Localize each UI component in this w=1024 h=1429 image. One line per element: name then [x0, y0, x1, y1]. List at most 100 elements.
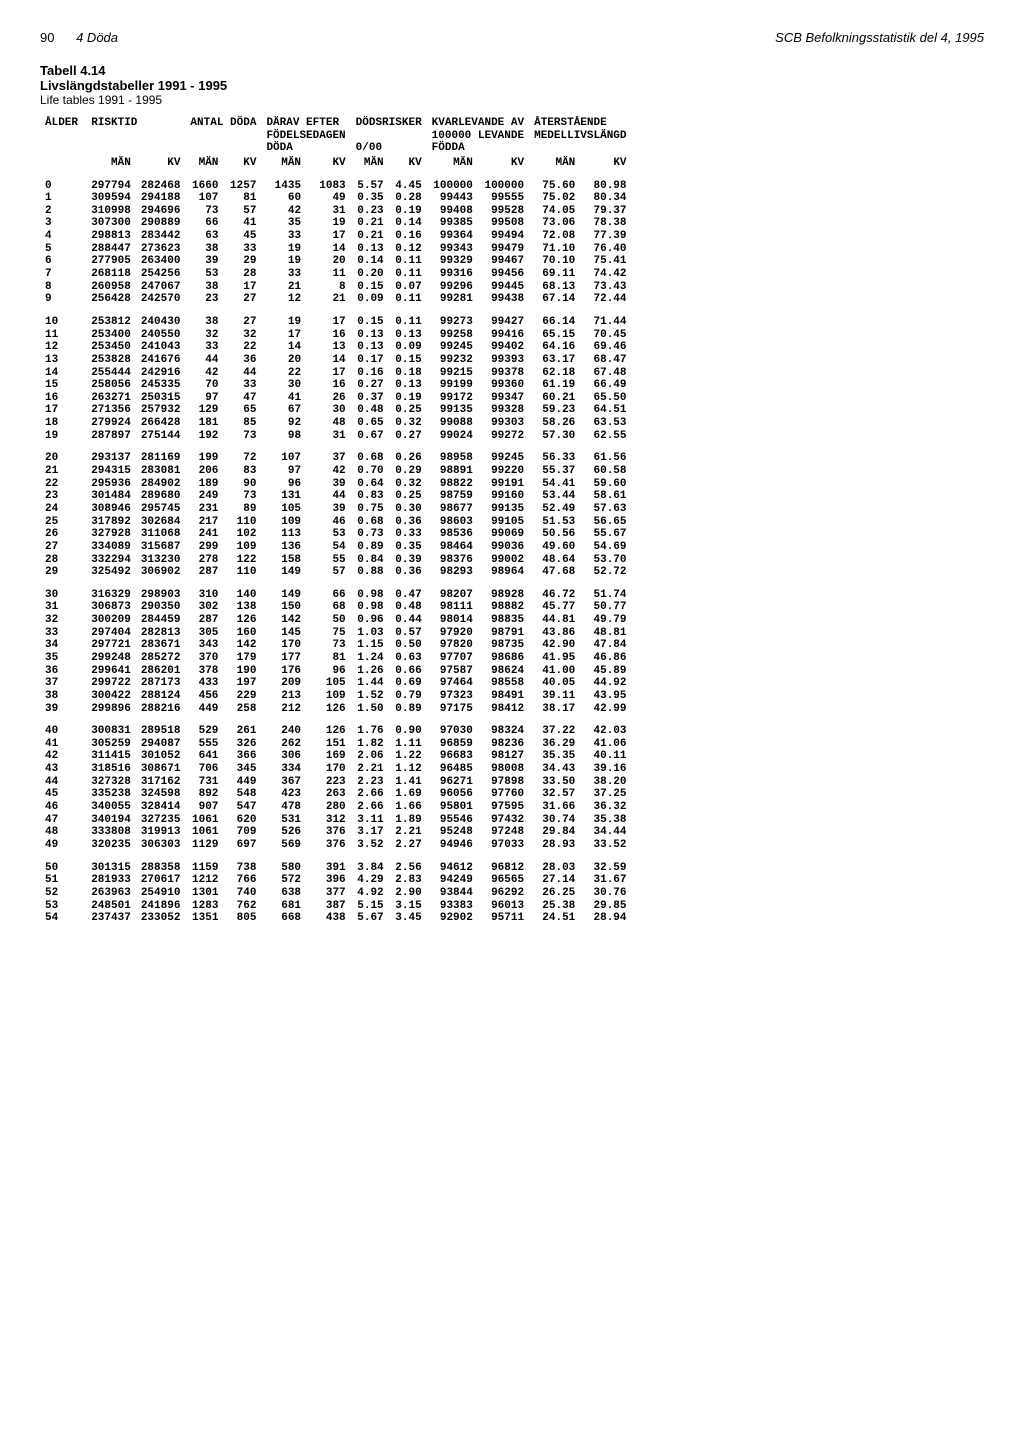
value-cell: 98964: [478, 566, 529, 579]
value-cell: 98324: [478, 715, 529, 738]
value-cell: 11: [306, 268, 351, 281]
value-cell: 14: [306, 354, 351, 367]
value-cell: 24.51: [529, 912, 580, 925]
age-cell: 11: [40, 329, 86, 342]
value-cell: 158: [261, 554, 306, 567]
value-cell: 0.89: [389, 703, 427, 716]
age-cell: 18: [40, 417, 86, 430]
value-cell: 253828: [86, 354, 136, 367]
value-cell: 0.13: [351, 341, 389, 354]
value-cell: 39: [306, 503, 351, 516]
age-cell: 50: [40, 852, 86, 875]
col-group-header: DÖDSRISKER 0/00: [351, 117, 427, 157]
value-cell: 271356: [86, 404, 136, 417]
table-row: 5288447273623383319140.130.1299343994797…: [40, 243, 632, 256]
value-cell: 68.47: [580, 354, 631, 367]
value-cell: 0.09: [351, 293, 389, 306]
value-cell: 287897: [86, 430, 136, 443]
value-cell: 98111: [427, 601, 478, 614]
value-cell: 0.15: [389, 354, 427, 367]
value-cell: 260958: [86, 281, 136, 294]
value-cell: 95801: [427, 801, 478, 814]
value-cell: 73: [223, 490, 261, 503]
table-row: 26327928311068241102113530.730.339853699…: [40, 528, 632, 541]
value-cell: 1.12: [389, 763, 427, 776]
col-sub-header: KV: [389, 157, 427, 180]
value-cell: 1.26: [351, 665, 389, 678]
value-cell: 99329: [427, 255, 478, 268]
value-cell: 290889: [136, 217, 186, 230]
value-cell: 3.84: [351, 852, 389, 875]
value-cell: 95546: [427, 814, 478, 827]
age-cell: 13: [40, 354, 86, 367]
value-cell: 89: [223, 503, 261, 516]
value-cell: 55.37: [529, 465, 580, 478]
table-row: 443273283171627314493672232.231.41962719…: [40, 776, 632, 789]
value-cell: 1.41: [389, 776, 427, 789]
value-cell: 38: [185, 306, 223, 329]
value-cell: 0.13: [351, 243, 389, 256]
value-cell: 0.19: [389, 205, 427, 218]
value-cell: 48.81: [580, 627, 631, 640]
value-cell: 31.66: [529, 801, 580, 814]
value-cell: 257932: [136, 404, 186, 417]
value-cell: 41.06: [580, 738, 631, 751]
col-group-header: DÄRAV EFTER FÖDELSEDAGEN DÖDA: [261, 117, 350, 157]
value-cell: 805: [223, 912, 261, 925]
value-cell: 0.75: [351, 503, 389, 516]
value-cell: 44.81: [529, 614, 580, 627]
value-cell: 16: [306, 329, 351, 342]
age-cell: 46: [40, 801, 86, 814]
value-cell: 60: [261, 192, 306, 205]
value-cell: 266428: [136, 417, 186, 430]
value-cell: 289680: [136, 490, 186, 503]
value-cell: 95248: [427, 826, 478, 839]
value-cell: 33: [223, 243, 261, 256]
value-cell: 85: [223, 417, 261, 430]
table-row: 33297404282813305160145751.030.579792098…: [40, 627, 632, 640]
value-cell: 376: [306, 826, 351, 839]
value-cell: 99069: [478, 528, 529, 541]
table-row: 4298813283442634533170.210.1699364994947…: [40, 230, 632, 243]
value-cell: 0.84: [351, 554, 389, 567]
table-row: 25317892302684217110109460.680.369860399…: [40, 516, 632, 529]
value-cell: 19: [261, 306, 306, 329]
value-cell: 35: [261, 217, 306, 230]
col-group-header: RISKTID: [86, 117, 185, 157]
value-cell: 0.39: [389, 554, 427, 567]
value-cell: 0.16: [389, 230, 427, 243]
value-cell: 49.79: [580, 614, 631, 627]
value-cell: 242916: [136, 367, 186, 380]
value-cell: 81: [223, 192, 261, 205]
value-cell: 548: [223, 788, 261, 801]
col-sub-header: KV: [478, 157, 529, 180]
value-cell: 307300: [86, 217, 136, 230]
section-title: 4 Döda: [76, 30, 118, 45]
value-cell: 0.30: [389, 503, 427, 516]
value-cell: 0.18: [389, 367, 427, 380]
value-cell: 99232: [427, 354, 478, 367]
value-cell: 17: [261, 329, 306, 342]
value-cell: 306: [261, 750, 306, 763]
value-cell: 99135: [478, 503, 529, 516]
value-cell: 73: [306, 639, 351, 652]
value-cell: 39.16: [580, 763, 631, 776]
value-cell: 45.89: [580, 665, 631, 678]
value-cell: 288358: [136, 852, 186, 875]
age-cell: 35: [40, 652, 86, 665]
value-cell: 4.29: [351, 874, 389, 887]
value-cell: 0.27: [351, 379, 389, 392]
value-cell: 0.25: [389, 404, 427, 417]
table-row: 4833380831991310617095263763.172.2195248…: [40, 826, 632, 839]
value-cell: 0.90: [389, 715, 427, 738]
value-cell: 50: [306, 614, 351, 627]
value-cell: 17: [306, 367, 351, 380]
value-cell: 5.67: [351, 912, 389, 925]
value-cell: 70: [185, 379, 223, 392]
value-cell: 77.39: [580, 230, 631, 243]
value-cell: 268118: [86, 268, 136, 281]
value-cell: 325492: [86, 566, 136, 579]
value-cell: 113: [261, 528, 306, 541]
value-cell: 81: [306, 652, 351, 665]
value-cell: 63.17: [529, 354, 580, 367]
